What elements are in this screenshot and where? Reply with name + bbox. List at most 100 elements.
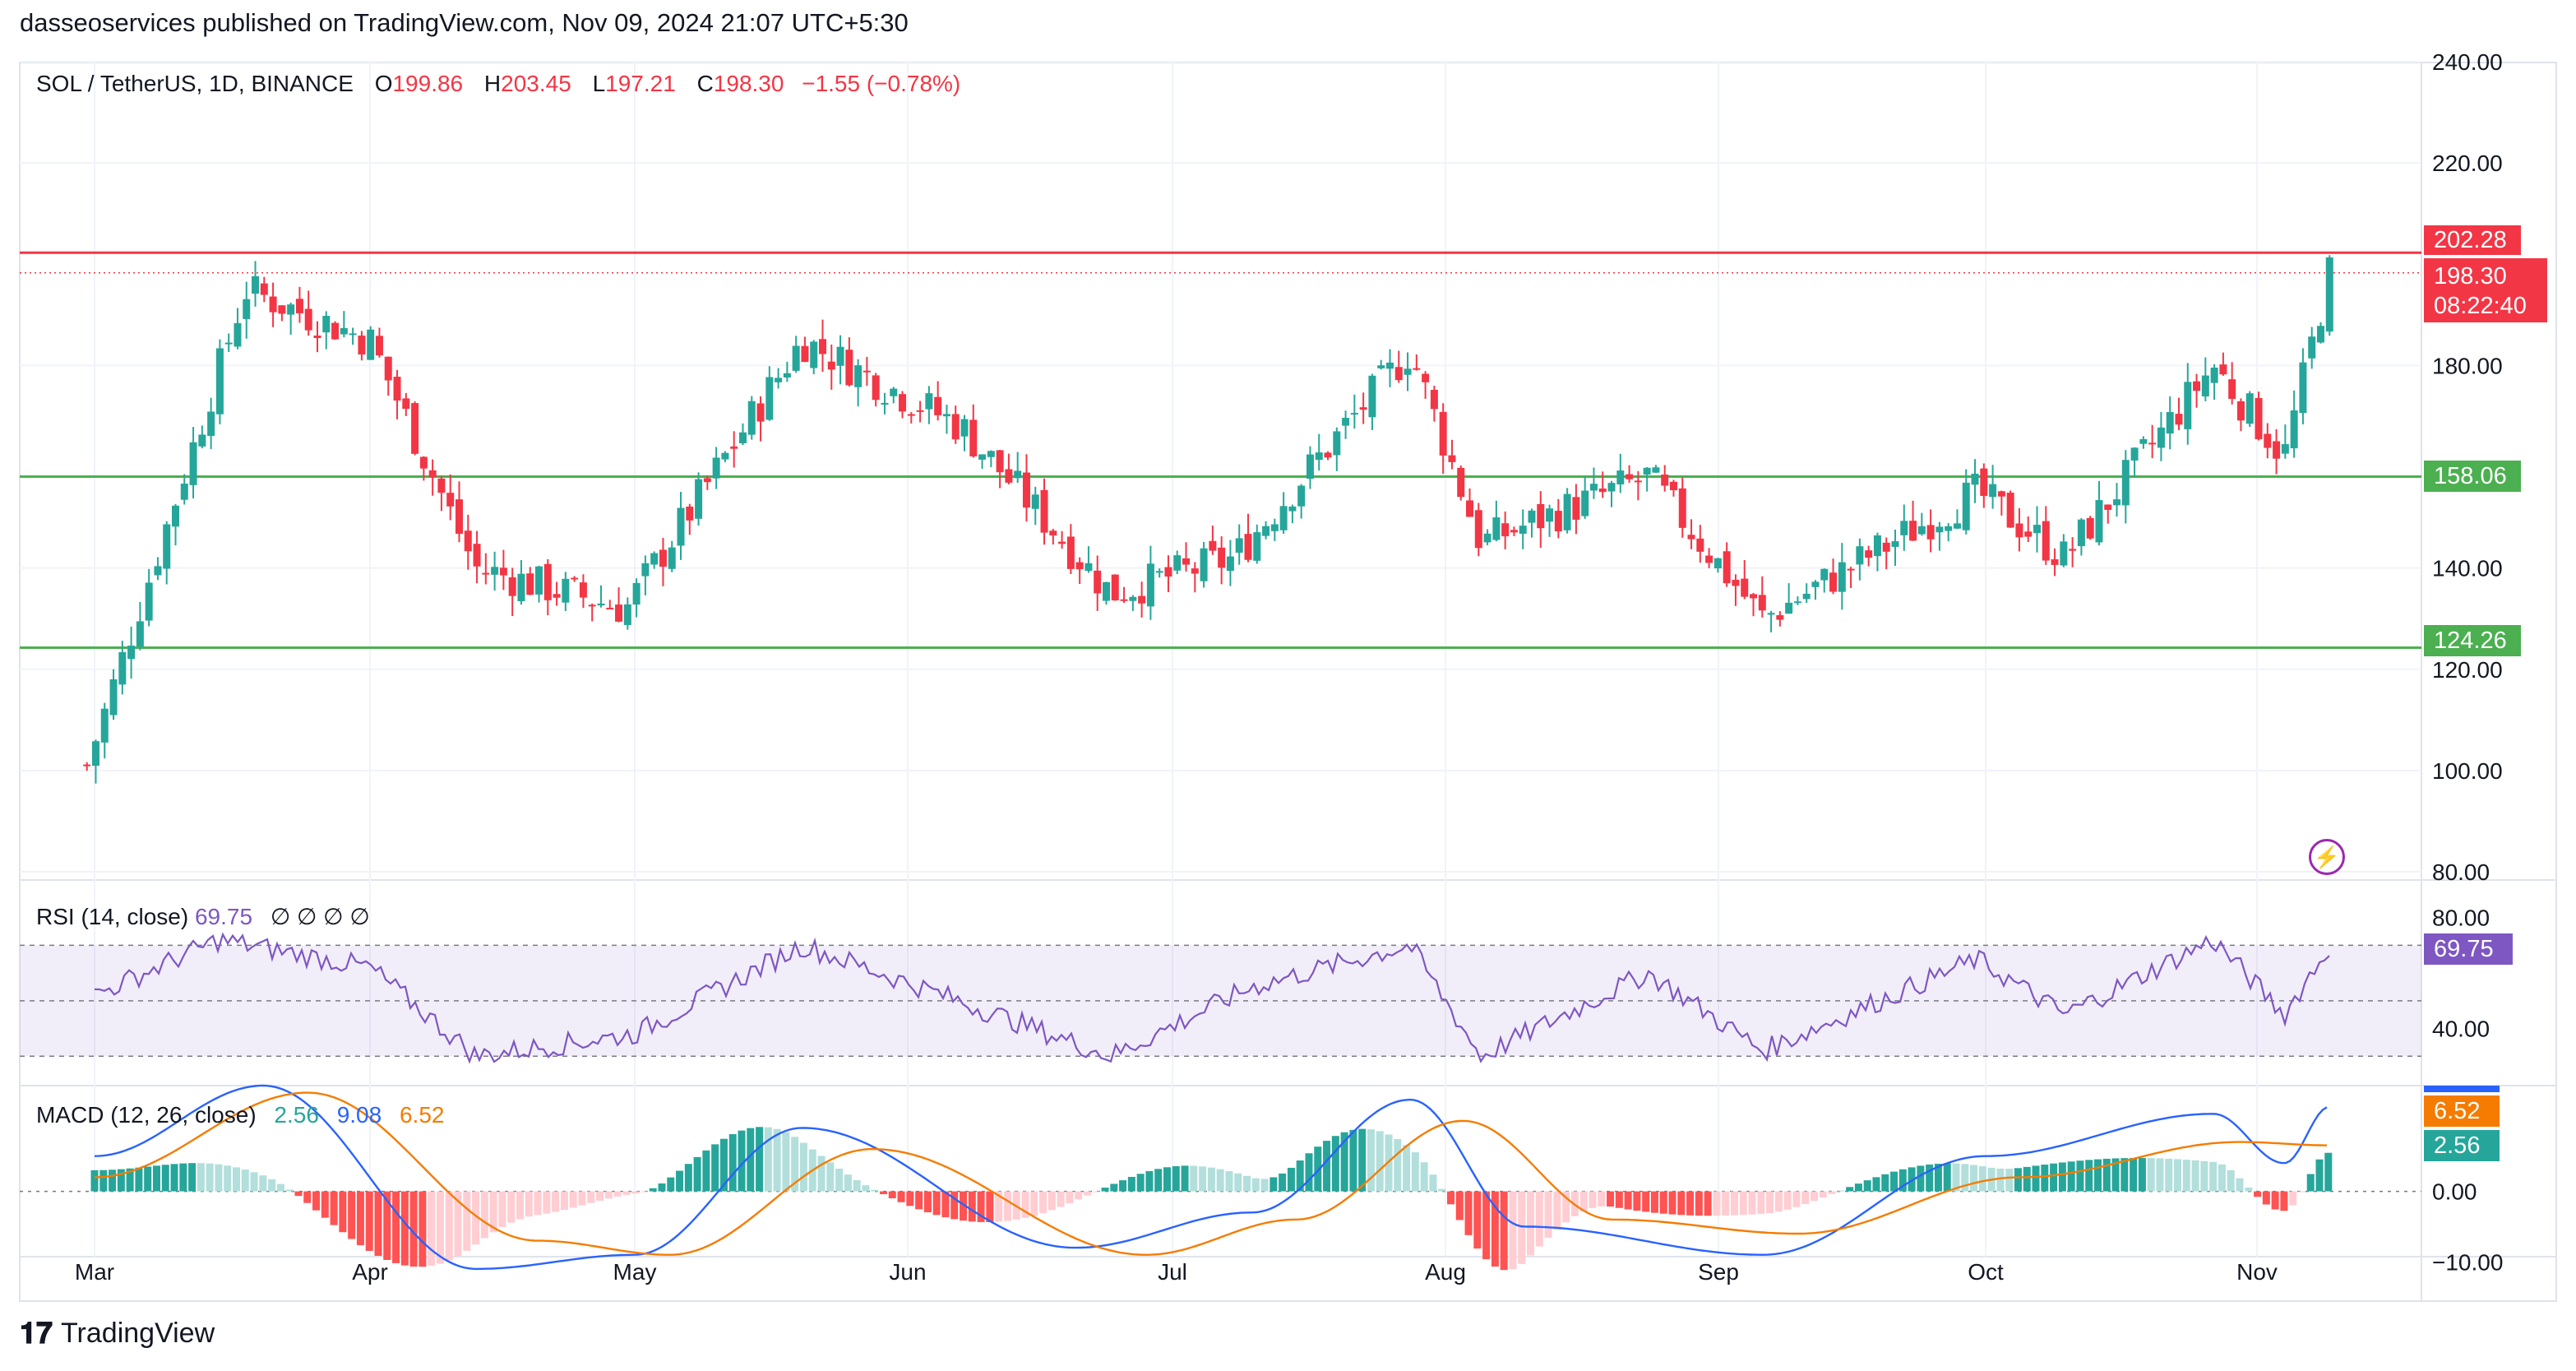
macd-histogram-bar bbox=[356, 1191, 364, 1246]
macd-histogram-bar bbox=[507, 1191, 516, 1223]
candle-body bbox=[499, 567, 507, 576]
macd-histogram-bar bbox=[2254, 1191, 2262, 1197]
macd-histogram-bar bbox=[2005, 1169, 2014, 1192]
footer-brand[interactable]: 𝟏𝟕 TradingView bbox=[20, 1316, 215, 1351]
macd-histogram-bar bbox=[1668, 1191, 1676, 1215]
macd-histogram-bar bbox=[1092, 1191, 1100, 1193]
candle-body bbox=[836, 346, 844, 366]
macd-histogram-bar bbox=[2280, 1191, 2288, 1211]
candle-body bbox=[1750, 594, 1758, 599]
candle-body bbox=[1997, 491, 2005, 497]
candle-body bbox=[1111, 574, 1119, 600]
macd-histogram-bar bbox=[525, 1191, 533, 1217]
macd-histogram-bar bbox=[2120, 1158, 2129, 1192]
time-tick-label: Mar bbox=[75, 1259, 114, 1285]
macd-histogram-bar bbox=[640, 1191, 648, 1193]
candle-body bbox=[863, 370, 871, 373]
candle-body bbox=[606, 607, 614, 609]
macd-histogram-bar bbox=[330, 1191, 338, 1225]
macd-histogram-bar bbox=[2130, 1157, 2138, 1192]
candle-body bbox=[1173, 555, 1182, 571]
macd-histogram-bar bbox=[1314, 1146, 1322, 1192]
candle-body bbox=[1891, 541, 1899, 547]
candle-body bbox=[1005, 469, 1013, 483]
macd-histogram-bar bbox=[1926, 1164, 1934, 1192]
macd-histogram-bar bbox=[2076, 1160, 2084, 1192]
candle-body bbox=[1945, 526, 1953, 531]
rsi-legend[interactable]: RSI (14, close) 69.75 ∅ ∅ ∅ ∅ bbox=[36, 903, 370, 930]
lightning-icon[interactable]: ⚡ bbox=[2309, 839, 2345, 875]
high-label: H bbox=[483, 71, 502, 96]
candle-body bbox=[951, 414, 960, 440]
candle-body bbox=[845, 350, 853, 386]
candle-body bbox=[1191, 568, 1199, 574]
resistance-tag: 202.28 bbox=[2424, 225, 2521, 255]
macd-histogram-bar bbox=[853, 1179, 861, 1192]
macd-histogram-bar bbox=[569, 1191, 577, 1208]
price-tick-label: 220.00 bbox=[2432, 151, 2503, 176]
macd-histogram-bar bbox=[719, 1138, 728, 1192]
candle-body bbox=[1129, 596, 1137, 601]
candle-body bbox=[2060, 541, 2068, 566]
candle-body bbox=[2166, 411, 2174, 434]
macd-hist-tag: 2.56 bbox=[2424, 1130, 2500, 1161]
macd-histogram-bar bbox=[472, 1191, 480, 1245]
macd-histogram-bar bbox=[817, 1156, 826, 1192]
macd-histogram-bar bbox=[2165, 1158, 2173, 1192]
macd-histogram-bar bbox=[2297, 1191, 2305, 1193]
macd-histogram-bar bbox=[1615, 1191, 1623, 1208]
macd-histogram-bar bbox=[1952, 1163, 1960, 1192]
price-legend[interactable]: SOL / TetherUS, 1D, BINANCE O199.86 H203… bbox=[36, 71, 960, 97]
macd-histogram-bar bbox=[986, 1191, 994, 1223]
candle-body bbox=[384, 356, 392, 381]
macd-legend[interactable]: MACD (12, 26, close) 2.56 9.08 6.52 bbox=[36, 1102, 444, 1128]
candles bbox=[83, 255, 2333, 784]
macd-histogram-bar bbox=[2174, 1159, 2182, 1192]
macd-histogram-bar bbox=[1801, 1191, 1810, 1205]
candle-body bbox=[2130, 447, 2139, 461]
macd-histogram-bar bbox=[90, 1170, 99, 1192]
macd-histogram-bar bbox=[1172, 1165, 1180, 1192]
macd-histogram-bar bbox=[1739, 1191, 1747, 1216]
candle-body bbox=[1262, 526, 1270, 536]
macd-histogram-bar bbox=[1349, 1129, 1357, 1192]
macd-histogram-bar bbox=[241, 1170, 249, 1192]
rsi-value: 69.75 bbox=[194, 904, 253, 929]
macd-histogram-bar bbox=[1145, 1170, 1154, 1192]
macd-histogram-bar bbox=[1774, 1191, 1783, 1212]
candle-body bbox=[747, 401, 756, 435]
candle-body bbox=[1758, 595, 1766, 611]
candle-body bbox=[367, 329, 375, 360]
candle-body bbox=[686, 506, 694, 521]
candle-body bbox=[1209, 540, 1217, 551]
macd-histogram-bar bbox=[1260, 1179, 1269, 1192]
candle-body bbox=[287, 304, 295, 315]
candle-body bbox=[677, 507, 685, 546]
candle-body bbox=[243, 299, 251, 319]
candle-body bbox=[1155, 571, 1163, 573]
macd-histogram-bar bbox=[161, 1165, 169, 1192]
macd-histogram-bar bbox=[995, 1191, 1003, 1222]
candle-body bbox=[756, 403, 765, 422]
candle-body bbox=[925, 393, 933, 410]
macd-histogram-bar bbox=[109, 1170, 117, 1192]
macd-histogram-bar bbox=[1331, 1136, 1339, 1192]
candle-body bbox=[1528, 510, 1536, 523]
macd-histogram-bar bbox=[1819, 1191, 1827, 1198]
macd-histogram-bar bbox=[1403, 1145, 1411, 1192]
candle-body bbox=[100, 708, 109, 743]
candle-body bbox=[1075, 562, 1084, 570]
macd-histogram-bar bbox=[1287, 1167, 1295, 1192]
candle-body bbox=[1820, 568, 1829, 581]
candle-body bbox=[1882, 542, 1890, 552]
macd-histogram-bar bbox=[1048, 1191, 1056, 1211]
macd-histogram-bar bbox=[516, 1191, 524, 1220]
candle-body bbox=[1049, 530, 1057, 536]
candle-body bbox=[1776, 615, 1784, 620]
macd-histogram-bar bbox=[1270, 1177, 1278, 1192]
candle-body bbox=[1767, 613, 1775, 615]
publish-header: dasseoservices published on TradingView.… bbox=[20, 8, 909, 37]
macd-histogram-bar bbox=[1190, 1165, 1198, 1192]
macd-histogram-bar bbox=[1704, 1191, 1712, 1216]
